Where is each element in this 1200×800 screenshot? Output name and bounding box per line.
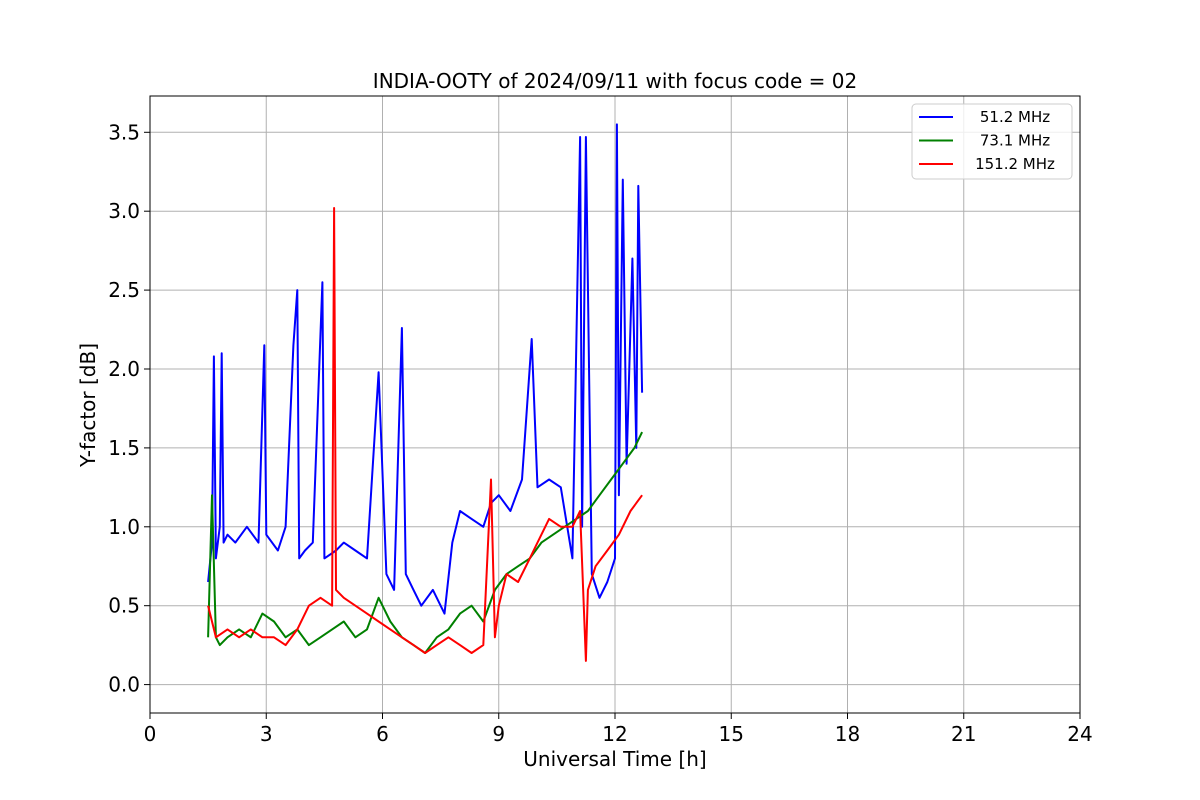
series-layer xyxy=(207,123,644,662)
legend-box xyxy=(911,103,1073,180)
y-axis: 0.0 0.5 1.0 1.5 2.0 2.5 3.0 3.5 xyxy=(108,120,150,697)
y-tick-label: 2.0 xyxy=(108,357,140,381)
y-axis-label: Y-factor [dB] xyxy=(76,343,100,468)
y-tick-label: 0.0 xyxy=(108,673,140,697)
legend-label-2: 151.2 MHz xyxy=(975,155,1055,173)
legend-label-1: 73.1 MHz xyxy=(980,132,1050,150)
x-tick-label: 18 xyxy=(835,722,860,746)
y-tick-label: 2.5 xyxy=(108,278,140,302)
series-line-2 xyxy=(207,207,643,662)
y-tick-label: 1.0 xyxy=(108,515,140,539)
x-tick-label: 6 xyxy=(376,722,389,746)
y-tick-label: 3.0 xyxy=(108,199,140,223)
series-line-0 xyxy=(207,123,644,615)
x-tick-label: 24 xyxy=(1067,722,1092,746)
legend: 51.2 MHz 73.1 MHz 151.2 MHz xyxy=(911,103,1073,180)
x-tick-label: 21 xyxy=(951,722,976,746)
chart-title: INDIA-OOTY of 2024/09/11 with focus code… xyxy=(373,69,857,93)
x-tick-label: 9 xyxy=(492,722,505,746)
x-axis-label: Universal Time [h] xyxy=(523,747,706,771)
y-tick-label: 0.5 xyxy=(108,594,140,618)
x-tick-label: 0 xyxy=(144,722,157,746)
y-tick-label: 1.5 xyxy=(108,436,140,460)
x-tick-label: 15 xyxy=(719,722,744,746)
x-axis: 0 3 6 9 12 15 18 21 24 xyxy=(144,713,1093,746)
legend-label-0: 51.2 MHz xyxy=(980,108,1050,126)
x-tick-label: 12 xyxy=(602,722,627,746)
y-tick-label: 3.5 xyxy=(108,120,140,144)
x-tick-label: 3 xyxy=(260,722,273,746)
